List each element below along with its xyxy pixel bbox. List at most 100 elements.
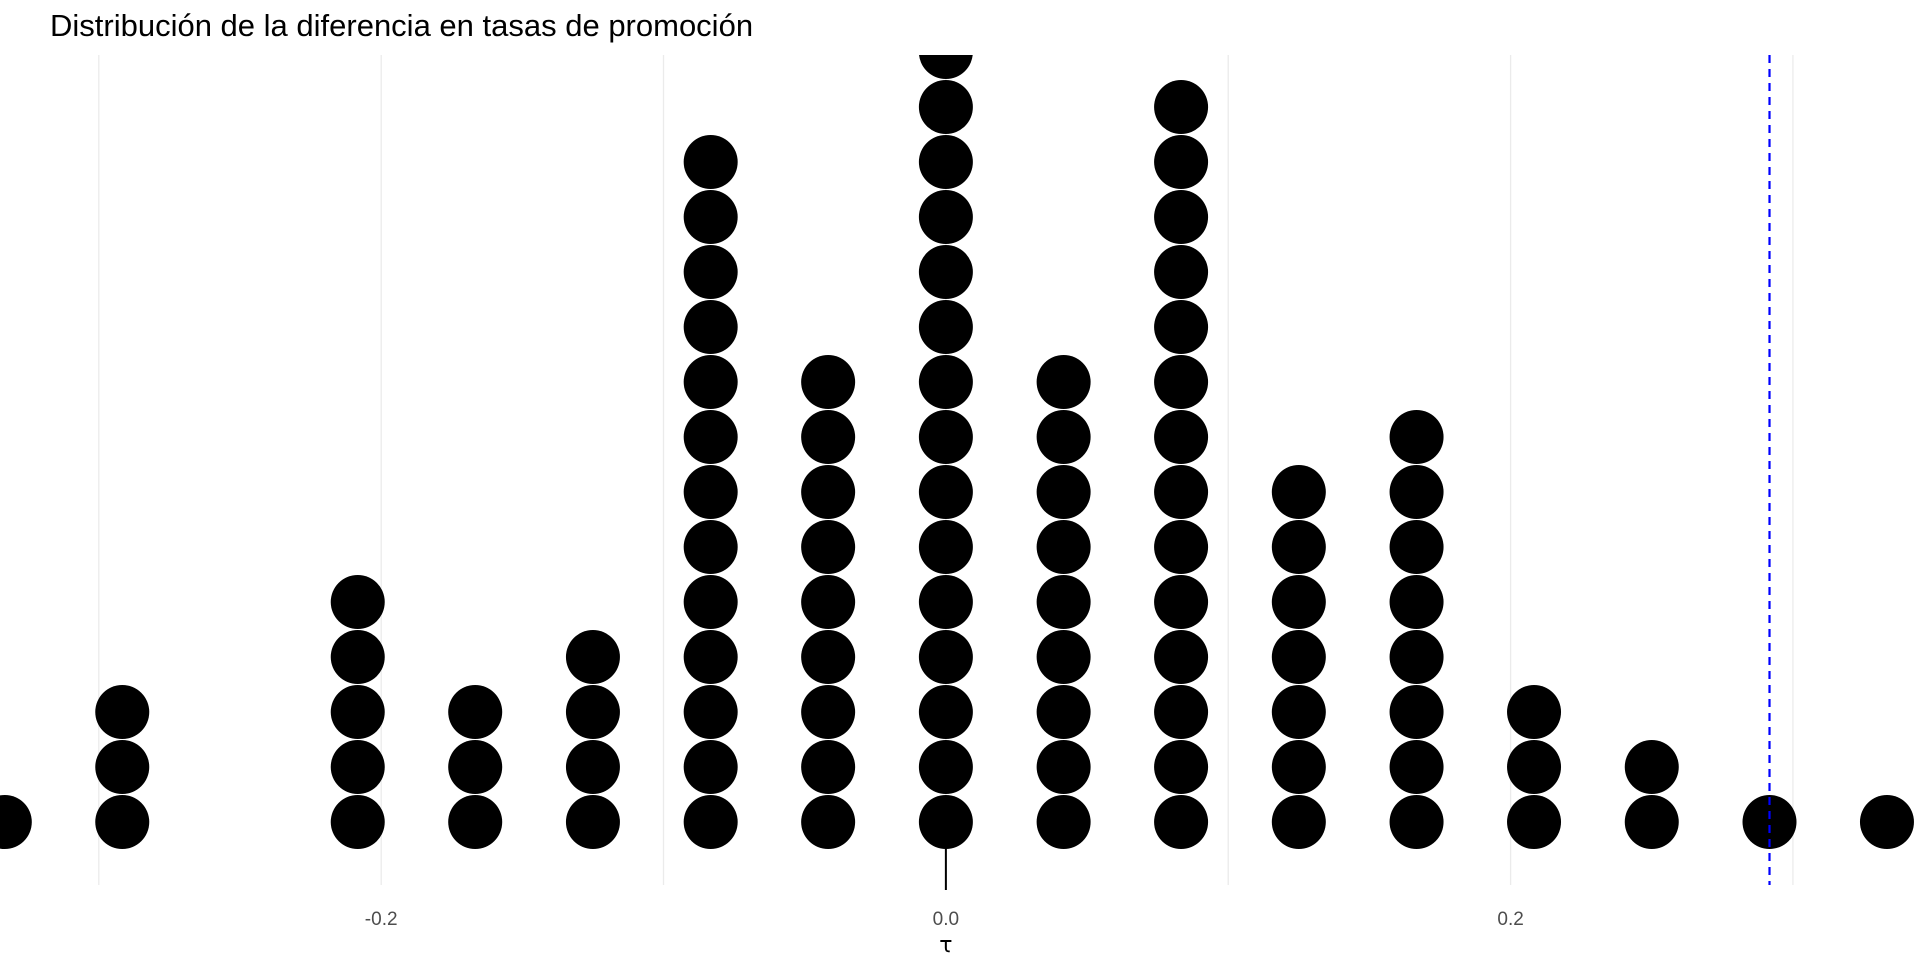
x-tick-labels: -0.2 0.0 0.2 (365, 909, 1524, 930)
x-tick-label: 0.2 (1497, 909, 1523, 930)
dot (1271, 520, 1326, 574)
dot (1271, 795, 1326, 849)
dot (801, 575, 856, 629)
dot (918, 520, 973, 574)
dot (683, 245, 738, 299)
dot (918, 740, 973, 794)
dot (918, 575, 973, 629)
dot (1036, 740, 1091, 794)
dot (95, 740, 150, 794)
reference-lines (944, 55, 1771, 890)
dot (801, 465, 856, 519)
dot (918, 135, 973, 189)
x-axis-title: τ (939, 933, 952, 958)
x-tick-label: 0.0 (933, 909, 959, 930)
dot (1389, 520, 1444, 574)
dot (683, 740, 738, 794)
dot (1859, 795, 1914, 849)
dot (801, 740, 856, 794)
dot (1389, 575, 1444, 629)
dot (683, 135, 738, 189)
dot (801, 795, 856, 849)
dot (918, 630, 973, 684)
dot (918, 685, 973, 739)
dot (330, 630, 385, 684)
dot (1154, 190, 1209, 244)
dot (918, 245, 973, 299)
dot (1389, 465, 1444, 519)
dot (918, 410, 973, 464)
dot (1624, 795, 1679, 849)
dot (1507, 740, 1562, 794)
dot (565, 795, 620, 849)
dot (683, 300, 738, 354)
chart-title: Distribución de la diferencia en tasas d… (50, 8, 754, 43)
dot (448, 685, 503, 739)
dot (801, 520, 856, 574)
dot (1036, 355, 1091, 409)
dot (1389, 795, 1444, 849)
dot (1154, 520, 1209, 574)
dot (1154, 300, 1209, 354)
dot (1154, 685, 1209, 739)
dot (918, 80, 973, 134)
dot (330, 575, 385, 629)
dot (565, 740, 620, 794)
dot (683, 465, 738, 519)
x-tick-label: -0.2 (365, 909, 398, 930)
dot (683, 795, 738, 849)
dot (1154, 575, 1209, 629)
dot (1154, 80, 1209, 134)
dot (1036, 630, 1091, 684)
dot (919, 55, 973, 79)
dot (1271, 685, 1326, 739)
dot (918, 465, 973, 519)
dot (1154, 740, 1209, 794)
dot (1154, 795, 1209, 849)
dot (683, 355, 738, 409)
dot (330, 795, 385, 849)
dot (918, 300, 973, 354)
dot (1389, 630, 1444, 684)
dot (1036, 575, 1091, 629)
dot (1036, 465, 1091, 519)
dot (1036, 410, 1091, 464)
dot (918, 355, 973, 409)
dot (95, 685, 150, 739)
dot (1036, 685, 1091, 739)
dot (0, 795, 32, 849)
dot (1036, 520, 1091, 574)
dot (330, 740, 385, 794)
dot (1742, 795, 1797, 849)
dot (683, 410, 738, 464)
dot (95, 795, 150, 849)
dot (683, 575, 738, 629)
dot (683, 685, 738, 739)
dot (1271, 465, 1326, 519)
dot (1507, 795, 1562, 849)
dot (330, 685, 385, 739)
dot (801, 355, 856, 409)
dot (565, 685, 620, 739)
dot-series (0, 55, 1914, 849)
dot (801, 685, 856, 739)
dot (1271, 575, 1326, 629)
dot (801, 410, 856, 464)
dot (448, 740, 503, 794)
dot (1507, 685, 1562, 739)
dot (448, 795, 503, 849)
dot (683, 630, 738, 684)
dot (1624, 740, 1679, 794)
dot (1154, 630, 1209, 684)
dot (801, 630, 856, 684)
dot (683, 190, 738, 244)
dot (683, 520, 738, 574)
dot (1389, 410, 1444, 464)
dot (1154, 245, 1209, 299)
dot (1271, 740, 1326, 794)
dot (1154, 410, 1209, 464)
dot (918, 190, 973, 244)
dot (1389, 740, 1444, 794)
dot (1036, 795, 1091, 849)
